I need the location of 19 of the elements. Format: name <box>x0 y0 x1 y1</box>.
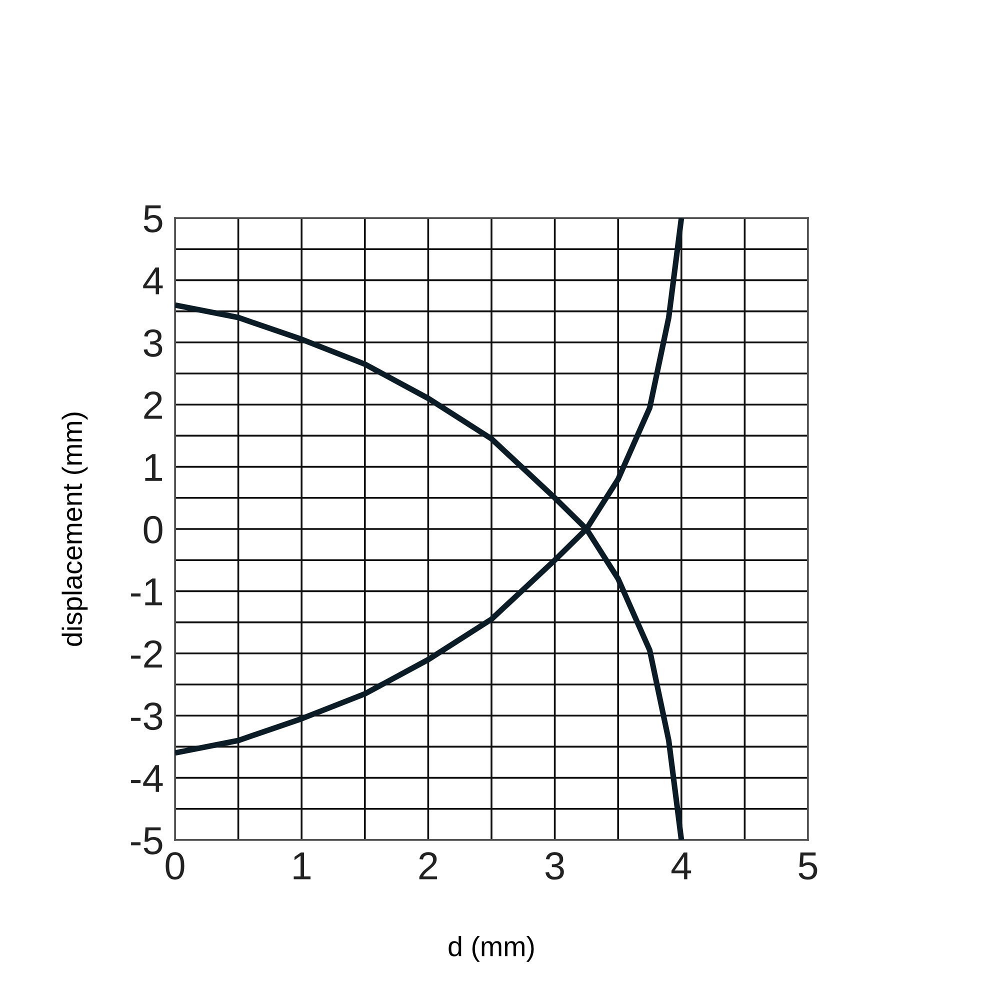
y-axis-title: displacement (mm) <box>62 412 88 646</box>
x-tick-label: 5 <box>798 852 818 880</box>
x-tick-label: 2 <box>419 852 438 880</box>
y-tick-label: 3 <box>144 329 162 357</box>
y-tick-label: 4 <box>143 268 163 294</box>
y-tick-label: -3 <box>131 702 162 730</box>
x-tick-label: 3 <box>545 852 564 880</box>
y-tick-label: -4 <box>131 765 163 792</box>
y-tick-label: 2 <box>144 392 162 419</box>
y-tick-label: 0 <box>144 516 162 544</box>
y-tick-label: 1 <box>145 454 162 481</box>
y-tick-label: -1 <box>131 578 162 606</box>
y-tick-label: -2 <box>131 640 162 668</box>
x-tick-label: 4 <box>671 852 692 880</box>
x-tick-label: 1 <box>294 852 311 880</box>
x-tick-label: 0 <box>166 852 184 880</box>
x-axis-title: d (mm) <box>448 936 534 962</box>
y-tick-label: 5 <box>144 205 162 232</box>
y-tick-label: -5 <box>131 827 162 854</box>
